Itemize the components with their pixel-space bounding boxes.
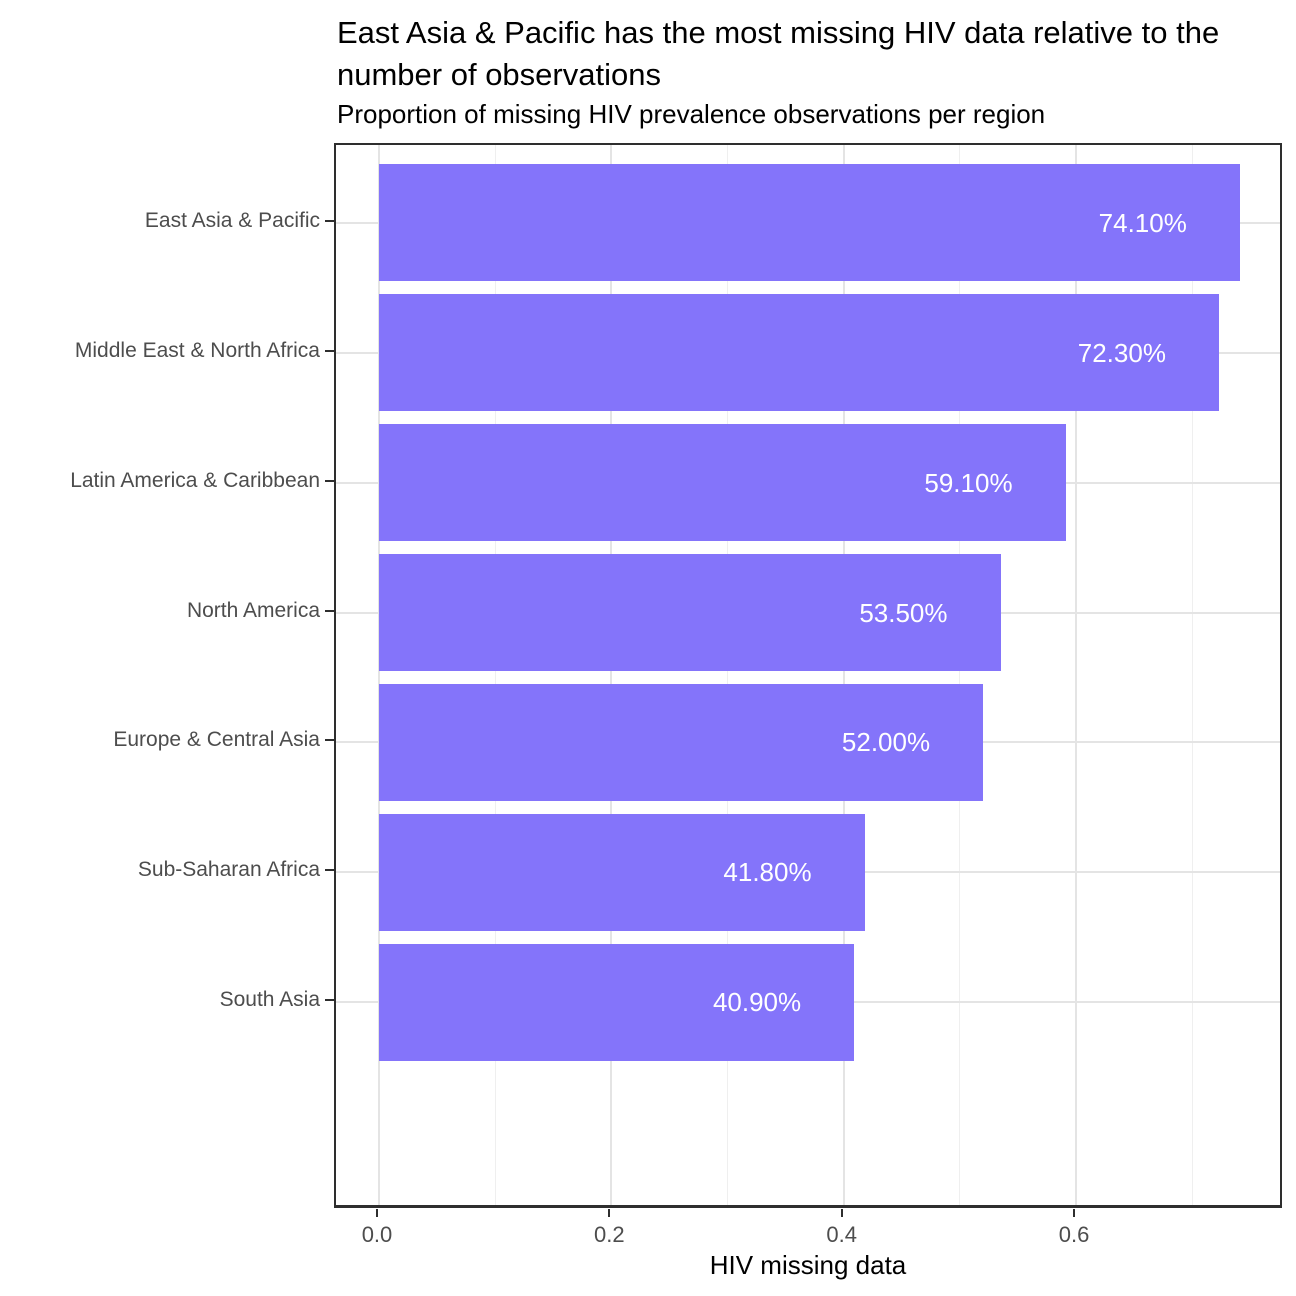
- x-tick-label: 0.2: [594, 1222, 625, 1247]
- x-tick-label: 0.0: [361, 1222, 393, 1247]
- gridline-major-vertical: [1075, 145, 1078, 1205]
- gridline-minor-vertical: [1191, 145, 1193, 1205]
- x-axis-tick: [1073, 1209, 1076, 1217]
- bar-value-label: 74.10%: [1098, 207, 1187, 238]
- bar-value-label: 53.50%: [859, 597, 948, 628]
- y-axis-tick: [325, 479, 334, 482]
- y-axis-tick: [325, 869, 334, 872]
- y-axis-label: North America: [186, 598, 320, 622]
- bar: 72.30%: [378, 294, 1219, 412]
- bar-value-label: 72.30%: [1077, 337, 1166, 368]
- y-axis-label: South Asia: [219, 988, 320, 1012]
- bar: 40.90%: [378, 943, 855, 1061]
- x-axis-tick: [375, 1209, 378, 1217]
- gridline-minor-vertical: [727, 145, 728, 1205]
- y-axis-label: East Asia & Pacific: [144, 208, 320, 232]
- bar-value-label: 40.90%: [712, 987, 802, 1018]
- y-axis-label: Europe & Central Asia: [113, 728, 320, 752]
- gridline-minor-vertical: [959, 145, 961, 1205]
- y-axis-tick: [325, 739, 334, 742]
- y-axis-label: Middle East & North Africa: [74, 338, 320, 362]
- bar: 52.00%: [378, 683, 984, 801]
- y-axis-tick: [325, 999, 334, 1002]
- x-tick-label: 0.6: [1058, 1222, 1090, 1247]
- bar-value-label: 41.80%: [723, 857, 812, 888]
- y-axis-label: Latin America & Caribbean: [70, 468, 320, 492]
- x-axis-tick: [840, 1209, 843, 1217]
- x-axis-tick: [608, 1209, 611, 1217]
- bar: 53.50%: [378, 554, 1001, 671]
- bar: 59.10%: [378, 424, 1066, 542]
- gridline-minor-vertical: [494, 145, 496, 1205]
- plot-panel: 74.10% 72.30% 59.10% 53.50% 52.00% 41.80% 40.9…: [334, 143, 1282, 1208]
- bar: 74.10%: [378, 164, 1240, 282]
- gridline-major-vertical: [377, 145, 380, 1205]
- bar-value-label: 59.10%: [924, 467, 1013, 498]
- y-axis-tick: [325, 609, 334, 612]
- chart-subtitle: Proportion of missing HIV prevalence obs…: [337, 99, 1046, 129]
- bar: 41.80%: [378, 813, 865, 931]
- y-axis-label: Sub-Saharan Africa: [137, 858, 320, 882]
- y-axis-tick: [325, 349, 334, 352]
- chart-title: East Asia & Pacific has the most missing…: [337, 15, 1220, 92]
- y-axis-tick: [325, 219, 334, 222]
- gridline-major-vertical: [610, 145, 613, 1205]
- bar-value-label: 52.00%: [841, 727, 931, 758]
- x-axis-title: HIV missing data: [709, 1250, 907, 1280]
- x-tick-label: 0.4: [826, 1222, 857, 1247]
- gridline-major-vertical: [842, 145, 845, 1205]
